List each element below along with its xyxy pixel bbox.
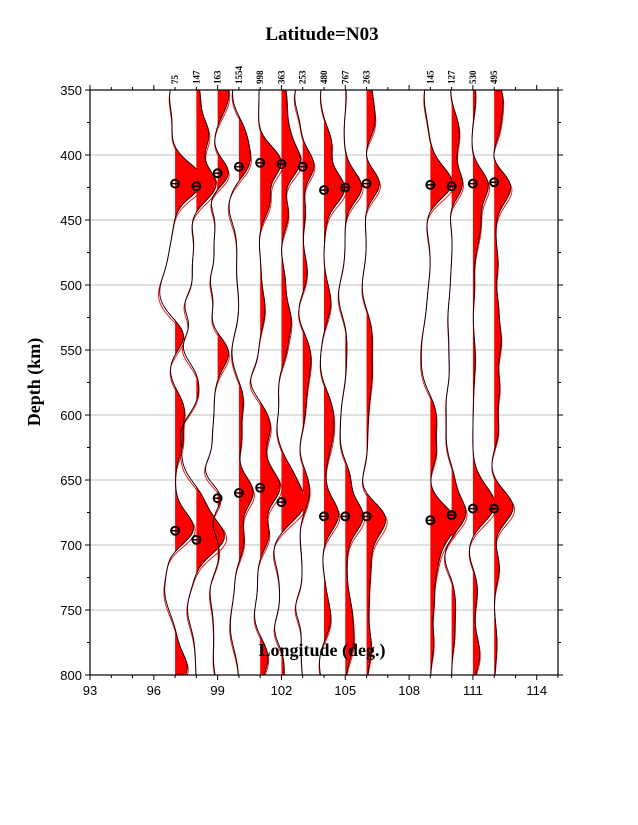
trace-count-label: 127 (447, 70, 457, 84)
trace-98: 147 (178, 70, 228, 676)
trace-count-label: 767 (340, 70, 350, 84)
y-axis-label: Depth (km) (24, 338, 45, 427)
x-tick-label: 111 (463, 683, 483, 698)
y-tick-label: 750 (60, 603, 82, 618)
y-tick-label: 650 (60, 473, 82, 488)
x-tick-label: 114 (526, 683, 547, 698)
trace-count-label: 495 (489, 70, 499, 84)
trace-line-black (273, 89, 306, 676)
x-tick-label: 99 (210, 683, 224, 698)
trace-99: 163 (204, 70, 231, 676)
trace-line-black (250, 89, 282, 676)
positive-fill (494, 90, 513, 675)
trace-count-label: 1554 (234, 66, 244, 85)
trace-count-label: 75 (170, 75, 180, 85)
x-tick-label: 93 (83, 683, 97, 698)
trace-line-black (420, 89, 457, 676)
y-tick-label: 700 (60, 538, 82, 553)
trace-112: 495 (489, 70, 515, 676)
y-tick-label: 600 (60, 408, 82, 423)
trace-count-label: 363 (276, 70, 286, 84)
trace-count-label: 253 (298, 70, 308, 84)
positive-fill (175, 90, 204, 675)
trace-line-black (205, 89, 230, 676)
x-tick-label: 102 (271, 683, 293, 698)
trace-100: 1554 (227, 66, 255, 676)
positive-fill (430, 90, 456, 675)
x-axis-label: Longitude (deg.) (258, 640, 385, 661)
chart-title: Latitude=N03 (265, 24, 378, 45)
positive-fill (366, 90, 386, 675)
y-tick-label: 400 (60, 148, 82, 163)
positive-fill (238, 90, 254, 675)
x-tick-label: 96 (147, 683, 161, 698)
trace-count-label: 163 (213, 70, 223, 84)
plot-frame (89, 89, 559, 676)
x-tick-label: 105 (334, 683, 356, 698)
trace-106: 263 (361, 70, 388, 676)
y-tick-label: 550 (60, 343, 82, 358)
positive-fill (472, 90, 495, 675)
trace-line-black (294, 89, 315, 676)
trace-102: 363 (272, 70, 308, 676)
positive-fill (451, 90, 466, 675)
x-tick-label: 108 (398, 683, 420, 698)
positive-fill (196, 90, 225, 675)
trace-count-label: 530 (468, 70, 478, 84)
trace-line-black (338, 89, 364, 676)
y-tick-label: 500 (60, 278, 82, 293)
y-tick-label: 350 (60, 83, 82, 98)
trace-line-black (228, 89, 254, 676)
trace-111: 530 (467, 70, 498, 676)
trace-line-black (469, 89, 496, 676)
y-tick-label: 450 (60, 213, 82, 228)
trace-line-black (444, 89, 467, 676)
trace-line-red (204, 89, 231, 676)
trace-101: 998 (249, 70, 284, 676)
trace-line-black (361, 89, 387, 676)
trace-count-label: 998 (255, 70, 265, 84)
positive-fill (281, 90, 305, 675)
y-tick-label: 800 (60, 668, 82, 683)
traces: 75 147 163 1554 998 363 253 480 767 263 145 127 530 4… (158, 66, 515, 676)
trace-103: 253 (293, 70, 316, 676)
trace-count-label: 147 (191, 70, 201, 84)
trace-count-label: 145 (425, 70, 435, 84)
trace-105: 767 (337, 70, 366, 676)
trace-count-label: 263 (362, 70, 372, 84)
trace-line-red (361, 89, 388, 676)
trace-count-label: 480 (319, 70, 329, 84)
positive-fill (260, 90, 282, 675)
trace-line-black (491, 89, 514, 676)
trace-110: 127 (443, 70, 468, 676)
positive-fill (324, 90, 345, 675)
trace-104: 480 (318, 70, 347, 676)
positive-fill (345, 90, 364, 675)
trace-line-black (180, 89, 225, 676)
